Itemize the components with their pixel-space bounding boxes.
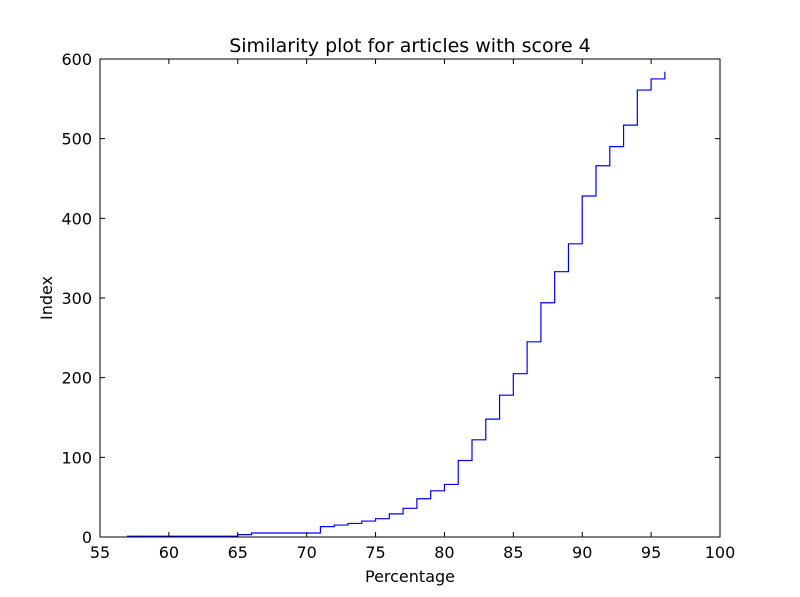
plot-frame [99, 58, 721, 538]
x-tick-label: 90 [572, 543, 592, 562]
x-axis-label: Percentage [365, 567, 455, 586]
x-tick-label: 60 [159, 543, 179, 562]
x-tick-label: 80 [434, 543, 454, 562]
y-tick-label: 400 [61, 209, 92, 228]
y-tick-label: 200 [61, 369, 92, 388]
y-tick-label: 100 [61, 448, 92, 467]
x-tick-label: 65 [228, 543, 248, 562]
x-ticks: 55 60 65 70 75 80 85 90 95 100 [90, 59, 735, 562]
y-tick-label: 300 [61, 289, 92, 308]
x-tick-label: 95 [641, 543, 661, 562]
plot-area [100, 59, 720, 537]
x-tick-label: 75 [365, 543, 385, 562]
x-tick-label: 100 [705, 543, 736, 562]
x-tick-label: 55 [90, 543, 110, 562]
y-axis-label: Index [37, 276, 56, 320]
y-tick-label: 500 [61, 130, 92, 149]
y-tick-label: 0 [82, 528, 92, 547]
x-tick-label: 70 [296, 543, 316, 562]
y-ticks: 0 100 200 300 400 500 600 [61, 50, 720, 547]
x-tick-label: 85 [503, 543, 523, 562]
chart-title: Similarity plot for articles with score … [229, 35, 591, 57]
series-line-0 [126, 71, 666, 537]
y-tick-label: 600 [61, 50, 92, 69]
series-layer [126, 71, 666, 537]
